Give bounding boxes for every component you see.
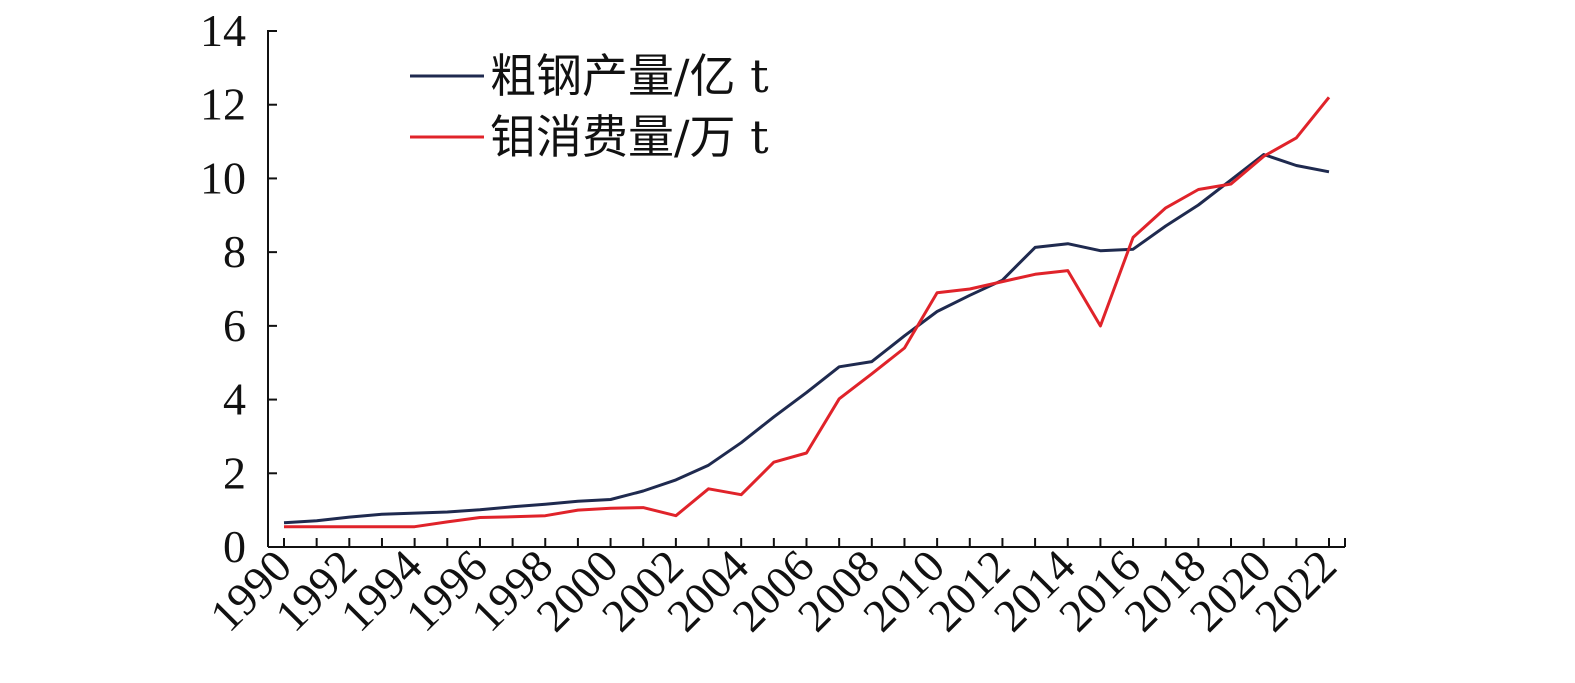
y-ticks: 0 2 4 6 8 10 12 14: [200, 5, 277, 572]
legend-label: 钼消费量/万 t: [490, 110, 769, 164]
y-tick-label: 10: [200, 152, 246, 203]
series-line-steel: [283, 153, 1330, 525]
y-tick-label: 2: [223, 447, 246, 498]
y-tick-label: 14: [200, 5, 246, 56]
y-tick-label: 8: [223, 226, 246, 277]
legend: 粗钢产量/亿 t 钼消费量/万 t: [410, 49, 769, 164]
series-line-molybdenum: [284, 96, 1331, 529]
y-tick-label: 12: [200, 79, 246, 130]
y-tick-label: 6: [223, 300, 246, 351]
x-tick-label: 2022: [1245, 540, 1346, 641]
axes: 0 2 4 6 8 10 12 14 1990199219941996199820002002…: [200, 5, 1346, 641]
legend-label: 粗钢产量/亿 t: [490, 49, 769, 103]
y-tick-label: 0: [223, 521, 246, 572]
x-ticks: 1990199219941996199820002002200420062008…: [200, 538, 1346, 641]
y-tick-label: 4: [223, 374, 246, 425]
series-layer: [283, 96, 1331, 529]
